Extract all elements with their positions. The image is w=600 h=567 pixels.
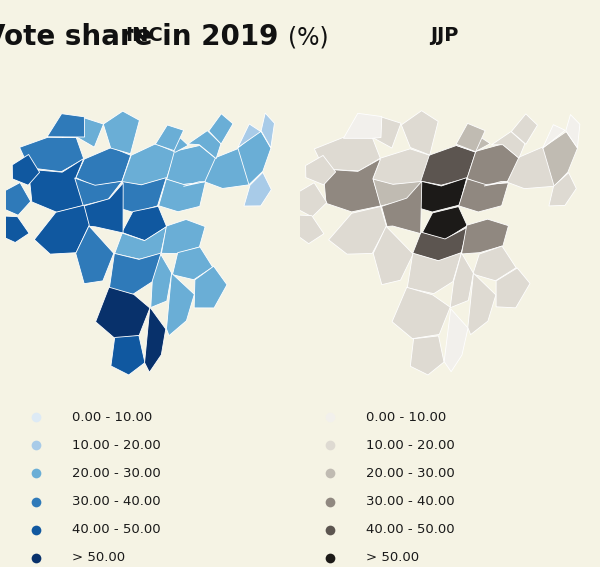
Text: (%): (%) [288,26,329,49]
Text: 30.00 - 40.00: 30.00 - 40.00 [366,495,455,508]
Text: > 50.00: > 50.00 [366,551,419,564]
Text: 0.00 - 10.00: 0.00 - 10.00 [72,411,152,424]
Text: 40.00 - 50.00: 40.00 - 50.00 [72,523,161,536]
Text: JJP: JJP [430,26,458,45]
Text: 10.00 - 20.00: 10.00 - 20.00 [366,439,455,452]
Text: 10.00 - 20.00: 10.00 - 20.00 [72,439,161,452]
Text: 20.00 - 30.00: 20.00 - 30.00 [366,467,455,480]
Text: INC: INC [125,26,163,45]
Text: 20.00 - 30.00: 20.00 - 30.00 [72,467,161,480]
Text: Vote share in 2019: Vote share in 2019 [0,23,288,52]
Text: > 50.00: > 50.00 [72,551,125,564]
Text: 30.00 - 40.00: 30.00 - 40.00 [72,495,161,508]
Text: 0.00 - 10.00: 0.00 - 10.00 [366,411,446,424]
Text: 40.00 - 50.00: 40.00 - 50.00 [366,523,455,536]
